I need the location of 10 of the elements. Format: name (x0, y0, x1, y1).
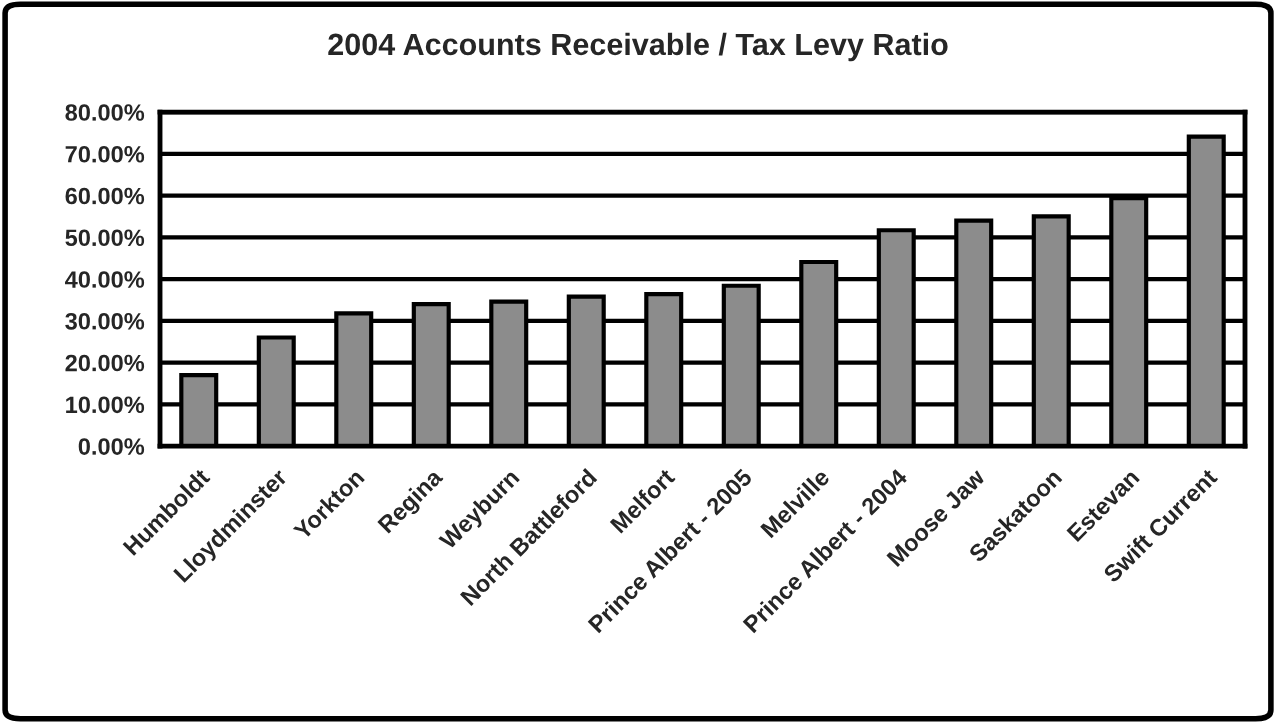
y-tick-label: 60.00% (65, 187, 145, 205)
y-tick-label: 20.00% (65, 354, 145, 372)
y-tick-label: 10.00% (66, 396, 145, 414)
chart-title: 2004 Accounts Receivable / Tax Levy Ratio (328, 32, 948, 62)
y-tick-label: 40.00% (65, 271, 145, 288)
y-tick-label: 50.00% (65, 229, 145, 247)
y-tick-label: 70.00% (65, 145, 145, 163)
y-tick-label: 80.00% (65, 104, 145, 121)
y-tick-label: 0.00% (78, 438, 145, 455)
y-tick-label: 30.00% (65, 312, 145, 330)
